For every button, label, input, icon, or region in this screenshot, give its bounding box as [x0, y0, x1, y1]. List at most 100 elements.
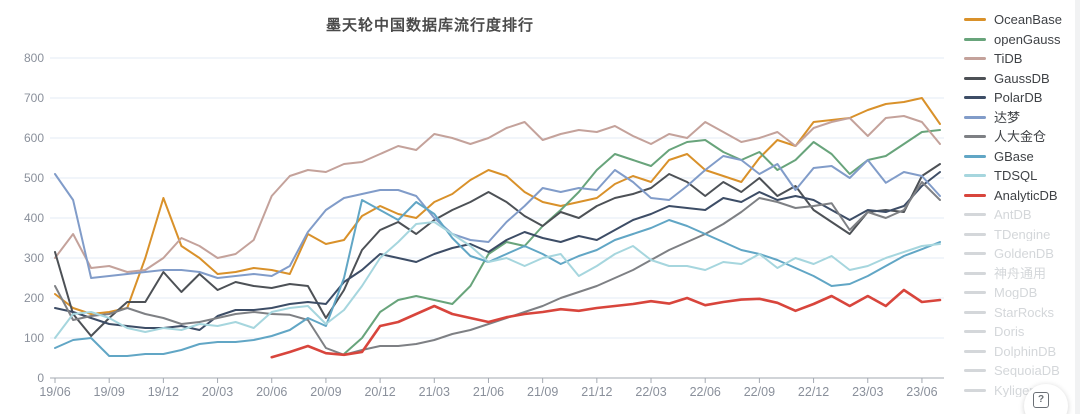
- legend-item-analyticdb[interactable]: AnalyticDB: [964, 189, 1076, 202]
- y-axis-label: 600: [24, 131, 44, 145]
- legend-swatch-tdengine: [964, 232, 986, 236]
- legend-swatch-sequoiadb: [964, 369, 986, 372]
- series-line-analyticdb[interactable]: [270, 288, 942, 359]
- legend-item-tdengine[interactable]: TDengine: [964, 228, 1076, 241]
- series-line-oceanbase[interactable]: [54, 97, 941, 315]
- legend-item-opengauss[interactable]: openGauss: [964, 33, 1076, 46]
- legend-swatch-dameng: [964, 115, 986, 119]
- legend-label: GoldenDB: [994, 247, 1054, 260]
- question-mark-icon: ?: [1033, 392, 1049, 408]
- series-line-dameng[interactable]: [54, 155, 941, 279]
- x-axis-label: 23/03: [852, 385, 883, 399]
- legend-item-dolphindb[interactable]: DolphinDB: [964, 345, 1076, 358]
- legend-swatch-doris: [964, 330, 986, 333]
- legend-item-antdb[interactable]: AntDB: [964, 208, 1076, 221]
- legend-item-gbase[interactable]: GBase: [964, 150, 1076, 163]
- x-axis-label: 19/09: [94, 385, 125, 399]
- series-line-kingbase[interactable]: [54, 181, 941, 356]
- legend-label: DolphinDB: [994, 344, 1057, 358]
- legend-item-polardb[interactable]: PolarDB: [964, 91, 1076, 104]
- x-axis-label: 21/09: [527, 385, 558, 399]
- legend-label: 神舟通用: [994, 266, 1047, 280]
- x-axis-label: 20/09: [310, 385, 341, 399]
- line-chart-plot: 0 100 200 300 400 500 600 700 800 19/06 19/09 19/12…: [24, 51, 944, 399]
- legend-item-doris[interactable]: Doris: [964, 325, 1076, 338]
- legend-item-tdsql[interactable]: TDSQL: [964, 169, 1076, 182]
- legend-swatch-oceanbase: [964, 18, 986, 21]
- legend-swatch-polardb: [964, 96, 986, 99]
- legend-label: GaussDB: [994, 71, 1050, 85]
- help-button[interactable]: ?: [1024, 384, 1068, 414]
- chart-title: 墨天轮中国数据库流行度排行: [325, 17, 534, 34]
- x-axis-label: 20/06: [256, 385, 287, 399]
- legend-label: MogDB: [994, 286, 1038, 299]
- x-axis-label: 23/06: [906, 385, 937, 399]
- y-axis-label: 100: [24, 331, 44, 345]
- x-axis-label: 22/09: [744, 385, 775, 399]
- legend-label: 达梦: [994, 110, 1021, 124]
- legend-label: AntDB: [994, 208, 1032, 221]
- legend-swatch-goldendb: [964, 252, 986, 255]
- legend-label: PolarDB: [994, 91, 1043, 104]
- legend-swatch-tidb: [964, 57, 986, 60]
- x-axis-label: 21/12: [581, 385, 612, 399]
- legend-swatch-shenzhou-tongyong: [964, 271, 986, 275]
- legend-label: TiDB: [994, 52, 1023, 65]
- x-axis-label: 21/06: [473, 385, 504, 399]
- y-axis-label: 400: [24, 211, 44, 225]
- legend-label: SequoiaDB: [994, 364, 1060, 377]
- legend-swatch-opengauss: [964, 37, 986, 41]
- y-axis-label: 700: [24, 91, 44, 105]
- x-axis-label: 22/03: [635, 385, 666, 399]
- legend-item-oceanbase[interactable]: OceanBase: [964, 13, 1076, 26]
- legend-item-gaussdb[interactable]: GaussDB: [964, 72, 1076, 85]
- legend-item-starrocks[interactable]: StarRocks: [964, 306, 1076, 319]
- legend-label: Doris: [994, 325, 1025, 338]
- legend-label: TDSQL: [994, 169, 1038, 182]
- legend-swatch-dolphindb: [964, 349, 986, 353]
- series-line-polardb[interactable]: [54, 171, 941, 331]
- y-axis-label: 300: [24, 251, 44, 265]
- legend-label: GBase: [994, 149, 1034, 163]
- series-line-tdsql[interactable]: [54, 221, 941, 339]
- legend-item-goldendb[interactable]: GoldenDB: [964, 247, 1076, 260]
- legend-label: 人大金仓: [994, 130, 1047, 143]
- legend-item-shenzhou-tongyong[interactable]: 神舟通用: [964, 267, 1076, 280]
- page-scrollbar[interactable]: [1075, 0, 1080, 414]
- series-line-gbase[interactable]: [54, 199, 941, 357]
- x-axis-label: 20/03: [202, 385, 233, 399]
- legend-item-mogdb[interactable]: MogDB: [964, 286, 1076, 299]
- y-axis-label: 0: [37, 371, 44, 385]
- legend-swatch-analyticdb: [964, 193, 986, 197]
- series-line-gaussdb[interactable]: [54, 163, 941, 337]
- x-axis-label: 19/06: [39, 385, 70, 399]
- series-line-tidb[interactable]: [54, 115, 941, 273]
- legend-label: OceanBase: [994, 13, 1062, 26]
- y-axis-label: 800: [24, 51, 44, 65]
- legend-swatch-kyligence: [964, 388, 986, 392]
- x-axis-label: 20/12: [364, 385, 395, 399]
- legend-label: StarRocks: [994, 305, 1054, 319]
- y-axis-label: 500: [24, 171, 44, 185]
- legend-label: TDengine: [994, 227, 1051, 241]
- legend-label: openGauss: [994, 32, 1061, 46]
- x-axis-label: 19/12: [148, 385, 179, 399]
- x-axis-label: 21/03: [419, 385, 450, 399]
- chart-legend: OceanBase openGauss TiDB GaussDB PolarDB 达梦人大…: [964, 13, 1076, 397]
- x-axis-label: 22/06: [690, 385, 721, 399]
- y-axis-label: 200: [24, 291, 44, 305]
- legend-swatch-starrocks: [964, 310, 986, 314]
- legend-item-sequoiadb[interactable]: SequoiaDB: [964, 364, 1076, 377]
- legend-item-kingbase[interactable]: 人大金仓: [964, 130, 1076, 143]
- legend-swatch-tdsql: [964, 174, 986, 177]
- legend-item-tidb[interactable]: TiDB: [964, 52, 1076, 65]
- legend-label: AnalyticDB: [994, 188, 1058, 202]
- legend-item-dameng[interactable]: 达梦: [964, 111, 1076, 124]
- series-line-opengauss[interactable]: [343, 129, 941, 355]
- legend-swatch-mogdb: [964, 291, 986, 294]
- legend-swatch-kingbase: [964, 135, 986, 138]
- legend-swatch-gaussdb: [964, 76, 986, 80]
- x-axis-label: 22/12: [798, 385, 829, 399]
- legend-swatch-antdb: [964, 213, 986, 216]
